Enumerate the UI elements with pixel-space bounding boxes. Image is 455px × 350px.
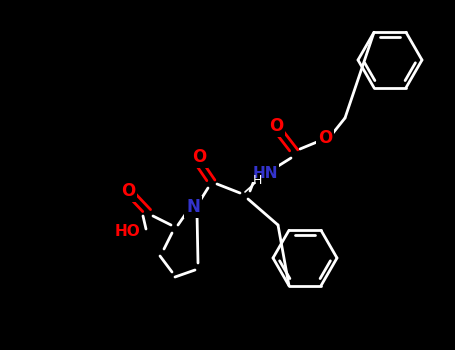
- Text: O: O: [318, 129, 332, 147]
- Text: N: N: [186, 198, 200, 216]
- Text: H: H: [253, 175, 262, 188]
- Text: O: O: [121, 182, 135, 200]
- Text: HO: HO: [115, 224, 141, 239]
- Text: O: O: [192, 148, 206, 166]
- Text: O: O: [269, 117, 283, 135]
- Text: HN: HN: [252, 166, 278, 181]
